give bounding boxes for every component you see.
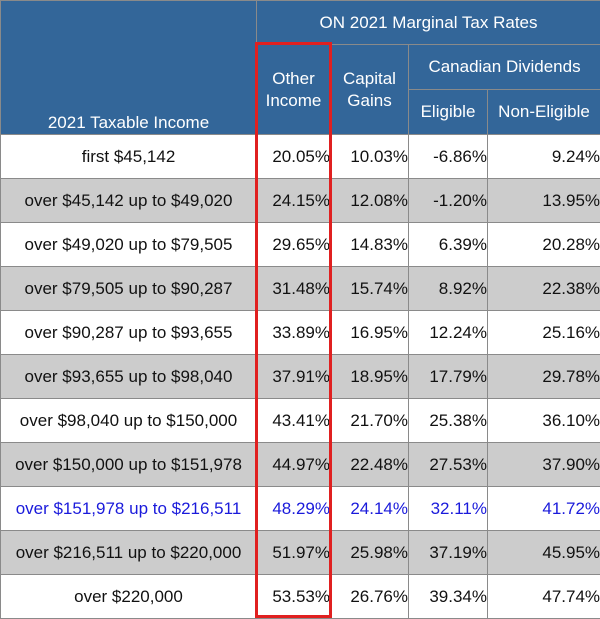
eligible-dividend-rate-cell: 32.11% — [409, 487, 488, 531]
table-row: over $220,000 53.53% 26.76% 39.34% 47.74… — [1, 575, 600, 619]
non-eligible-dividend-rate-cell: 20.28% — [488, 223, 600, 267]
eligible-dividend-rate-cell: 25.38% — [409, 399, 488, 443]
capital-gains-rate-cell: 15.74% — [331, 267, 409, 311]
eligible-dividend-rate-cell: 39.34% — [409, 575, 488, 619]
eligible-dividend-rate-cell: -6.86% — [409, 135, 488, 179]
table-row: over $98,040 up to $150,000 43.41% 21.70… — [1, 399, 600, 443]
eligible-dividend-rate-cell: 6.39% — [409, 223, 488, 267]
non-eligible-dividend-rate-cell: 36.10% — [488, 399, 600, 443]
non-eligible-dividend-rate-cell: 45.95% — [488, 531, 600, 575]
header-row-title: 2021 Taxable Income ON 2021 Marginal Tax… — [1, 1, 600, 45]
taxable-income-header: 2021 Taxable Income — [1, 1, 257, 135]
income-bracket-cell: over $49,020 up to $79,505 — [1, 223, 257, 267]
income-bracket-cell: over $150,000 up to $151,978 — [1, 443, 257, 487]
capital-gains-rate-cell: 26.76% — [331, 575, 409, 619]
capital-gains-rate-cell: 10.03% — [331, 135, 409, 179]
non-eligible-dividend-rate-cell: 37.90% — [488, 443, 600, 487]
table-row: first $45,142 20.05% 10.03% -6.86% 9.24% — [1, 135, 600, 179]
non-eligible-dividend-rate-cell: 29.78% — [488, 355, 600, 399]
income-bracket-cell: over $98,040 up to $150,000 — [1, 399, 257, 443]
highlighted-table-row: over $151,978 up to $216,511 48.29% 24.1… — [1, 487, 600, 531]
non-eligible-dividend-rate-cell: 13.95% — [488, 179, 600, 223]
other-income-rate-cell: 33.89% — [257, 311, 331, 355]
income-bracket-cell: over $220,000 — [1, 575, 257, 619]
capital-gains-header-line2: Gains — [347, 91, 391, 110]
capital-gains-rate-cell: 22.48% — [331, 443, 409, 487]
table-row: over $49,020 up to $79,505 29.65% 14.83%… — [1, 223, 600, 267]
other-income-rate-cell: 29.65% — [257, 223, 331, 267]
other-income-rate-cell: 43.41% — [257, 399, 331, 443]
table-row: over $150,000 up to $151,978 44.97% 22.4… — [1, 443, 600, 487]
capital-gains-header: Capital Gains — [331, 45, 409, 135]
other-income-header-line1: Other — [272, 69, 315, 88]
other-income-rate-cell: 24.15% — [257, 179, 331, 223]
capital-gains-rate-cell: 24.14% — [331, 487, 409, 531]
other-income-header: Other Income — [257, 45, 331, 135]
other-income-rate-cell: 44.97% — [257, 443, 331, 487]
capital-gains-rate-cell: 12.08% — [331, 179, 409, 223]
non-eligible-dividend-rate-cell: 22.38% — [488, 267, 600, 311]
eligible-dividend-rate-cell: 27.53% — [409, 443, 488, 487]
table-row: over $79,505 up to $90,287 31.48% 15.74%… — [1, 267, 600, 311]
income-bracket-cell: first $45,142 — [1, 135, 257, 179]
income-bracket-cell: over $45,142 up to $49,020 — [1, 179, 257, 223]
other-income-rate-cell: 51.97% — [257, 531, 331, 575]
table-row: over $45,142 up to $49,020 24.15% 12.08%… — [1, 179, 600, 223]
non-eligible-dividend-rate-cell: 47.74% — [488, 575, 600, 619]
income-bracket-cell: over $90,287 up to $93,655 — [1, 311, 257, 355]
income-bracket-cell: over $79,505 up to $90,287 — [1, 267, 257, 311]
non-eligible-dividend-rate-cell: 25.16% — [488, 311, 600, 355]
eligible-dividend-rate-cell: 12.24% — [409, 311, 488, 355]
non-eligible-dividend-rate-cell: 9.24% — [488, 135, 600, 179]
eligible-dividend-rate-cell: 8.92% — [409, 267, 488, 311]
canadian-dividends-header: Canadian Dividends — [409, 45, 600, 90]
non-eligible-header: Non-Eligible — [488, 90, 600, 135]
table-row: over $93,655 up to $98,040 37.91% 18.95%… — [1, 355, 600, 399]
income-bracket-cell: over $93,655 up to $98,040 — [1, 355, 257, 399]
non-eligible-dividend-rate-cell: 41.72% — [488, 487, 600, 531]
eligible-header: Eligible — [409, 90, 488, 135]
table-row: over $90,287 up to $93,655 33.89% 16.95%… — [1, 311, 600, 355]
other-income-rate-cell: 48.29% — [257, 487, 331, 531]
income-bracket-cell: over $151,978 up to $216,511 — [1, 487, 257, 531]
other-income-rate-cell: 31.48% — [257, 267, 331, 311]
eligible-dividend-rate-cell: -1.20% — [409, 179, 488, 223]
capital-gains-rate-cell: 18.95% — [331, 355, 409, 399]
table-row: over $216,511 up to $220,000 51.97% 25.9… — [1, 531, 600, 575]
capital-gains-rate-cell: 14.83% — [331, 223, 409, 267]
capital-gains-rate-cell: 16.95% — [331, 311, 409, 355]
other-income-rate-cell: 37.91% — [257, 355, 331, 399]
other-income-rate-cell: 53.53% — [257, 575, 331, 619]
eligible-dividend-rate-cell: 37.19% — [409, 531, 488, 575]
capital-gains-header-line1: Capital — [343, 69, 396, 88]
eligible-dividend-rate-cell: 17.79% — [409, 355, 488, 399]
other-income-rate-cell: 20.05% — [257, 135, 331, 179]
capital-gains-rate-cell: 21.70% — [331, 399, 409, 443]
capital-gains-rate-cell: 25.98% — [331, 531, 409, 575]
income-bracket-cell: over $216,511 up to $220,000 — [1, 531, 257, 575]
other-income-header-line2: Income — [266, 91, 322, 110]
table-title: ON 2021 Marginal Tax Rates — [257, 1, 600, 45]
